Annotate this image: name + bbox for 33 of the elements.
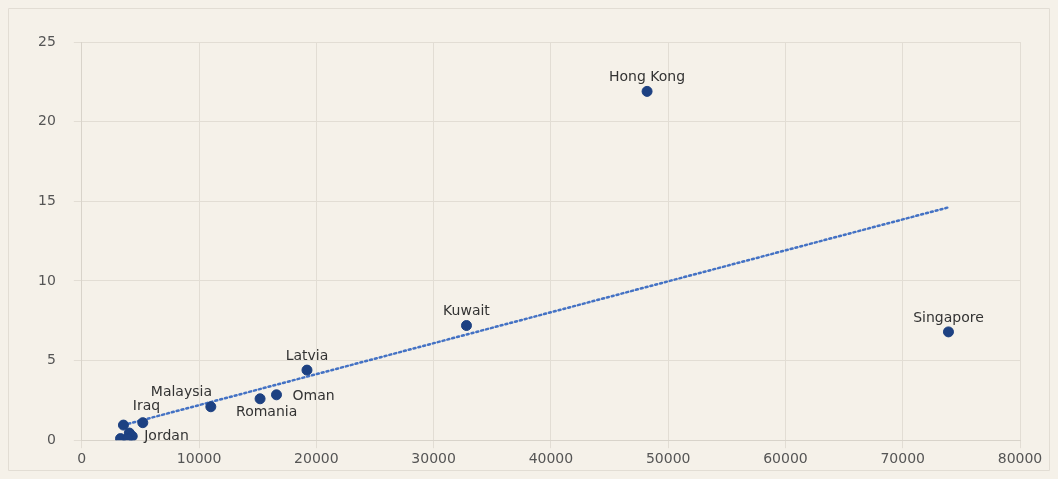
point bbox=[254, 393, 266, 405]
annotation: Oman bbox=[292, 387, 335, 404]
point bbox=[460, 320, 472, 332]
x-tick-label: 80000 bbox=[997, 450, 1043, 467]
y-tick-label: 5 bbox=[46, 351, 56, 368]
annotation: Romania bbox=[236, 403, 298, 420]
annotation: Hong Kong bbox=[609, 68, 686, 85]
x-tick-label: 70000 bbox=[880, 450, 925, 467]
annotation: Singapore bbox=[913, 308, 984, 325]
y-tick-label: 25 bbox=[37, 32, 56, 49]
y-tick-label: 20 bbox=[37, 112, 56, 129]
point bbox=[301, 364, 313, 376]
x-tick-label: 50000 bbox=[645, 450, 691, 467]
y-tick-label: 10 bbox=[37, 271, 56, 288]
annotation: Iraq bbox=[132, 397, 161, 414]
point bbox=[270, 389, 282, 401]
x-tick-label: 20000 bbox=[294, 450, 339, 467]
annotation: Latvia bbox=[285, 346, 329, 363]
annotation: Kuwait bbox=[443, 302, 491, 319]
y-tick-label: 0 bbox=[46, 430, 56, 447]
point bbox=[205, 401, 217, 413]
annotation: Malaysia bbox=[150, 383, 212, 400]
x-tick-label: 10000 bbox=[176, 450, 222, 467]
point bbox=[117, 419, 129, 431]
x-tick-label: 0 bbox=[77, 450, 87, 467]
annotation: Jordan bbox=[143, 426, 189, 443]
x-tick-label: 30000 bbox=[411, 450, 456, 467]
y-tick-label: 15 bbox=[37, 191, 56, 208]
x-tick-label: 60000 bbox=[763, 450, 808, 467]
point bbox=[641, 85, 653, 97]
x-tick-label: 40000 bbox=[528, 450, 574, 467]
point bbox=[942, 326, 954, 338]
point bbox=[137, 417, 149, 429]
